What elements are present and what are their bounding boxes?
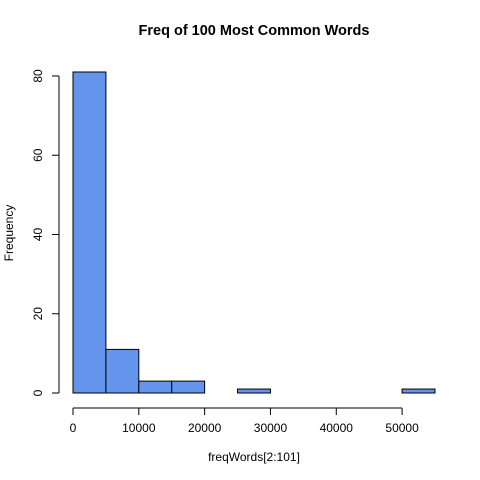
histogram-bar: [138, 380, 173, 394]
y-tick-label: 0: [31, 389, 45, 396]
y-tick-label: 80: [31, 69, 45, 83]
y-tick-label: 40: [31, 227, 45, 241]
x-axis: 0 10000 20000 30000 40000 50000: [70, 407, 419, 435]
y-axis-label: Frequency: [2, 205, 16, 262]
histogram-bar: [401, 388, 436, 394]
y-tick-label: 60: [31, 148, 45, 162]
histogram-bar: [237, 388, 271, 394]
histogram-bar: [72, 71, 107, 394]
x-tick-label: 50000: [385, 421, 419, 435]
y-axis: 0 20 40 60 80: [31, 69, 60, 396]
x-tick-label: 40000: [320, 421, 354, 435]
histogram-bar: [105, 348, 140, 394]
y-tick-label: 20: [31, 307, 45, 321]
bars-group: [72, 71, 436, 394]
x-tick-label: 30000: [254, 421, 288, 435]
histogram-bar: [171, 380, 206, 394]
x-tick-label: 0: [70, 421, 77, 435]
x-axis-label: freqWords[2:101]: [208, 450, 300, 464]
chart-title: Freq of 100 Most Common Words: [139, 23, 370, 39]
x-tick-label: 10000: [122, 421, 156, 435]
x-tick-label: 20000: [188, 421, 222, 435]
